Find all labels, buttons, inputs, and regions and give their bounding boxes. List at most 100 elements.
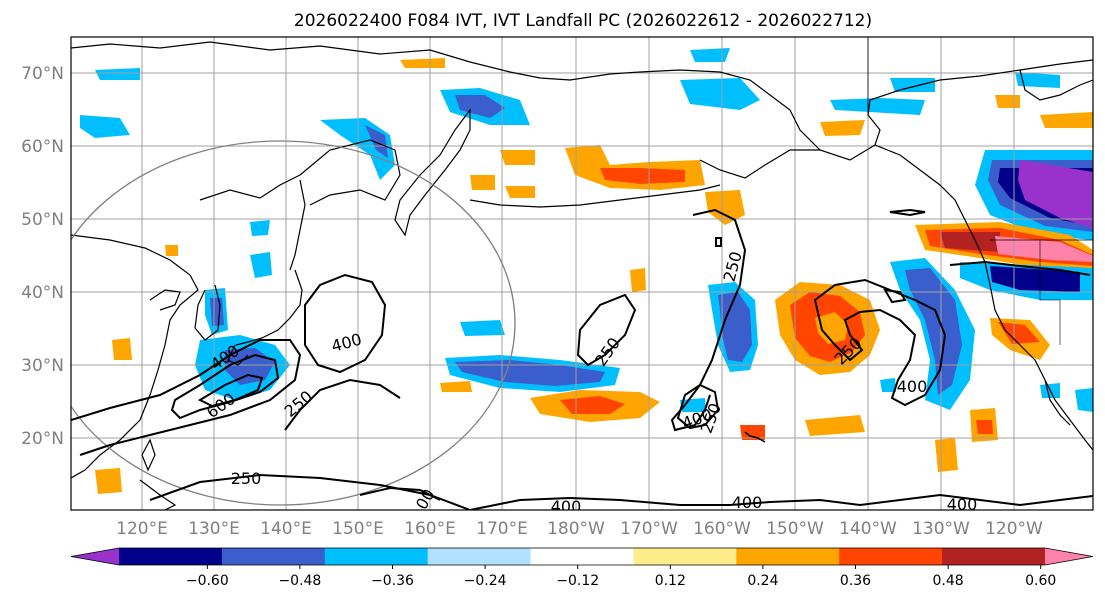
shade-np-red — [600, 168, 685, 184]
shade-np-orange-w — [500, 150, 535, 165]
shade-cell-4 — [805, 415, 865, 436]
coast-japan — [235, 269, 303, 346]
colorbar-segment — [736, 548, 840, 565]
contour-label: 400 — [732, 493, 763, 512]
shade-cell-8 — [630, 268, 646, 292]
lon-tick: 160°E — [404, 519, 456, 539]
colorbar-segment — [942, 548, 1046, 565]
contour-cp-inner — [883, 288, 907, 304]
colorbar-tick-label: −0.24 — [464, 573, 507, 589]
coast-mexico — [1054, 399, 1093, 451]
coast-hawaii — [744, 431, 766, 443]
lat-tick: 30°N — [21, 356, 64, 376]
contour-label: 400 — [551, 497, 582, 516]
shade-arctic-blue-5 — [680, 78, 760, 110]
shade-na-darkred — [940, 232, 1000, 252]
shade-np-orange-ne — [1040, 112, 1093, 128]
contour-label: 400 — [947, 495, 978, 514]
contour-400-oval — [304, 273, 387, 374]
shade-arctic-blue-4 — [95, 68, 140, 80]
colorbar-tick-label: 0.12 — [655, 573, 686, 589]
coast-bohai — [149, 289, 181, 311]
shade-np-orange-top2 — [995, 95, 1020, 108]
lat-tick: 50°N — [21, 210, 64, 230]
lon-tick: 120°E — [116, 519, 168, 539]
shade-arctic-blue-9 — [1015, 72, 1060, 88]
shade-arctic-blue-1c — [455, 95, 505, 118]
shade-np-orange-e — [820, 120, 865, 136]
shade-na-navy-south — [990, 266, 1080, 292]
map-frame — [70, 36, 1094, 511]
colorbar-segment — [530, 548, 634, 565]
colorbar-segment — [221, 548, 326, 565]
contour-jp-250 — [71, 339, 302, 456]
contour-cp-ring — [813, 278, 947, 407]
colorbar-segment — [119, 548, 223, 565]
coast-aleutians — [469, 184, 721, 208]
shade-cp-blue-core — [718, 292, 752, 362]
colorbar-segment — [324, 548, 429, 565]
contour-250-east — [670, 208, 747, 432]
coast-baja — [1044, 379, 1071, 426]
shade-jp-blue-coast — [250, 220, 270, 236]
colorbar-tick-label: 0.36 — [840, 573, 871, 589]
map-title: 2026022400 F084 IVT, IVT Landfall PC (20… — [294, 11, 872, 31]
lon-tick: 170°W — [620, 519, 678, 539]
shade-cp-hole — [815, 312, 848, 344]
contour-south-loop — [359, 486, 441, 501]
contour-label: 250 — [231, 469, 262, 488]
shade-arctic-blue-2c — [365, 125, 388, 158]
coast-china — [71, 234, 199, 479]
lon-tick: 120°W — [985, 519, 1043, 539]
contour-jp-600 — [197, 373, 264, 408]
shade-jp-blue-n-core — [210, 298, 224, 326]
shade-coast-blue-core — [905, 268, 962, 395]
contour-south-400 — [469, 493, 1093, 510]
colorbar-tick-label: −0.48 — [278, 573, 321, 589]
lon-tick: 140°W — [839, 519, 897, 539]
shade-cell-1 — [460, 320, 505, 336]
shade-na-purple — [1018, 160, 1093, 228]
contour-jp-400 — [170, 353, 280, 420]
contour-na-coast — [949, 260, 1091, 276]
lon-tick: 130°W — [912, 519, 970, 539]
shade-arctic-blue-6 — [690, 48, 730, 62]
contour-250-mid — [284, 378, 401, 431]
shade-asia-orange-3 — [165, 245, 178, 256]
colorbar-tick-label: −0.36 — [371, 573, 414, 589]
shade-cell-5 — [935, 438, 958, 472]
colorbar-extend-high — [1045, 548, 1093, 565]
shade-coast-red — [998, 322, 1040, 344]
colorbar-segment — [427, 548, 532, 565]
coast-kamchatka — [394, 108, 471, 237]
coast-sakhalin — [289, 179, 306, 271]
shade-cell-9 — [1075, 388, 1093, 412]
colorbar: −0.60 −0.48 −0.36 −0.24 −0.12 0.12 0.24 0.36 0.4… — [70, 547, 1094, 589]
lon-tick: 140°E — [260, 519, 312, 539]
colorbar-segment — [633, 548, 737, 565]
shade-cell-3 — [740, 425, 765, 440]
coast-korea — [194, 284, 221, 341]
lon-tick: 150°E — [332, 519, 384, 539]
shade-arctic-blue-8 — [890, 78, 935, 92]
coast-amur — [199, 174, 301, 201]
shade-na-pink — [995, 236, 1093, 262]
shade-arctic-blue-7 — [830, 98, 925, 115]
colorbar-tick-label: 0.24 — [747, 573, 778, 589]
coast-okhotsk — [299, 139, 401, 206]
lat-tick: 40°N — [21, 283, 64, 303]
colorbar-outline — [70, 547, 1094, 566]
contour-mid-loop — [576, 293, 637, 367]
coast-alaska-south — [699, 149, 820, 179]
colorbar-tick-label: −0.60 — [186, 573, 229, 589]
graticule — [71, 37, 1093, 510]
contour-400-east — [676, 383, 720, 430]
shade-cp-orange-n — [705, 190, 745, 225]
shade-jp-blue-ne — [250, 252, 272, 278]
region-circle — [71, 140, 516, 506]
colorbar-tick-label: 0.48 — [933, 573, 964, 589]
colorbar-segment — [839, 548, 943, 565]
shade-cell-7 — [880, 378, 896, 392]
lon-tick: 180°W — [547, 519, 605, 539]
contour-dot — [715, 237, 722, 247]
